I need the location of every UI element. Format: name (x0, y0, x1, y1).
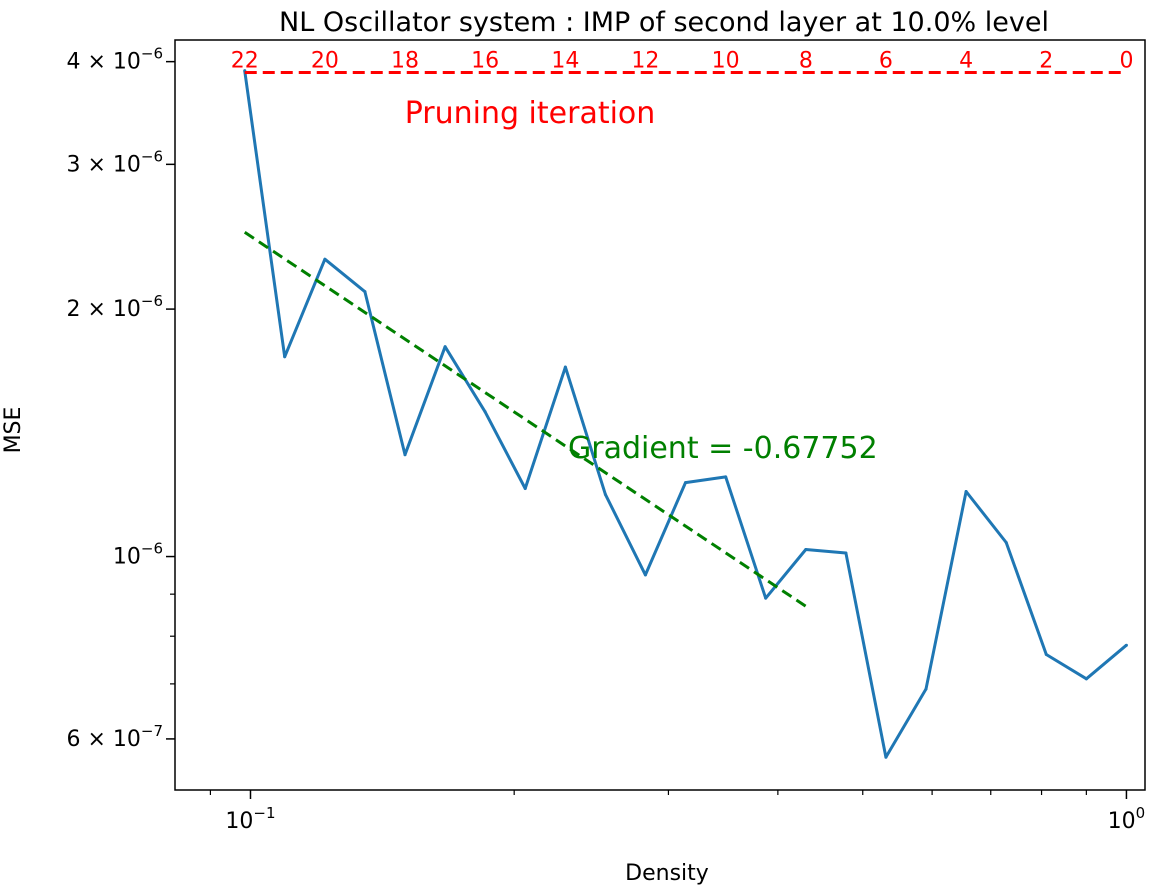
gradient-fit-line (243, 231, 807, 608)
y-tick-label: 10−6 (113, 540, 163, 570)
data-point (1044, 653, 1048, 657)
x-axis: 10−1 100 (225, 790, 1145, 834)
y-axis-label: MSE (1, 407, 26, 454)
chart-title: NL Oscillator system : IMP of second lay… (279, 7, 1049, 38)
data-point (804, 547, 808, 551)
pruning-iteration-tick-label: 6 (879, 49, 893, 74)
minor-ticks (170, 593, 1087, 795)
data-point (1084, 677, 1088, 681)
x-axis-label: Density (625, 861, 709, 886)
data-point (403, 453, 407, 457)
data-point (724, 475, 728, 479)
pruning-iteration-tick-label: 22 (231, 49, 259, 74)
y-tick-label: 6 × 10−7 (66, 722, 163, 752)
data-point (684, 481, 688, 485)
pruning-iteration-tick-label: 4 (959, 49, 973, 74)
data-point (483, 410, 487, 414)
data-point (443, 345, 447, 349)
data-point (924, 687, 928, 691)
y-tick-label: 4 × 10−6 (66, 45, 163, 75)
pruning-iteration-tick-label: 14 (551, 49, 579, 74)
pruning-iteration-labels: 22 20 18 16 14 12 10 8 6 4 2 0 (231, 49, 1134, 74)
pruning-iteration-tick-label: 12 (631, 49, 659, 74)
pruning-iteration-tick-label: 8 (799, 49, 813, 74)
data-point (523, 486, 527, 490)
y-tick-label: 2 × 10−6 (66, 292, 163, 322)
pruning-iteration-tick-label: 0 (1119, 49, 1133, 74)
data-point (603, 492, 607, 496)
data-point (1124, 643, 1128, 647)
pruning-iteration-tick-label: 2 (1039, 49, 1053, 74)
x-tick-label: 10−1 (225, 804, 275, 834)
y-axis: 4 × 10−6 3 × 10−6 2 × 10−6 10−6 6 × 10−7 (66, 45, 175, 752)
data-point (884, 755, 888, 759)
pruning-iteration-tick-label: 16 (471, 49, 499, 74)
data-point (563, 365, 567, 369)
y-tick-label: 3 × 10−6 (66, 147, 163, 177)
data-point (323, 257, 327, 261)
pruning-iteration-tick-label: 20 (311, 49, 339, 74)
plot-frame (174, 39, 1146, 791)
data-point (643, 573, 647, 577)
data-point (363, 290, 367, 294)
data-point (1004, 541, 1008, 545)
mse-series-points (243, 69, 1128, 759)
x-tick-label: 100 (1108, 804, 1146, 834)
pruning-iteration-tick-label: 18 (391, 49, 419, 74)
pruning-iteration-tick-label: 10 (712, 49, 740, 74)
data-point (764, 596, 768, 600)
data-point (844, 551, 848, 555)
data-point (283, 355, 287, 359)
gradient-label: Gradient = -0.67752 (568, 431, 878, 466)
data-point (964, 489, 968, 493)
pruning-iteration-label: Pruning iteration (405, 96, 656, 131)
